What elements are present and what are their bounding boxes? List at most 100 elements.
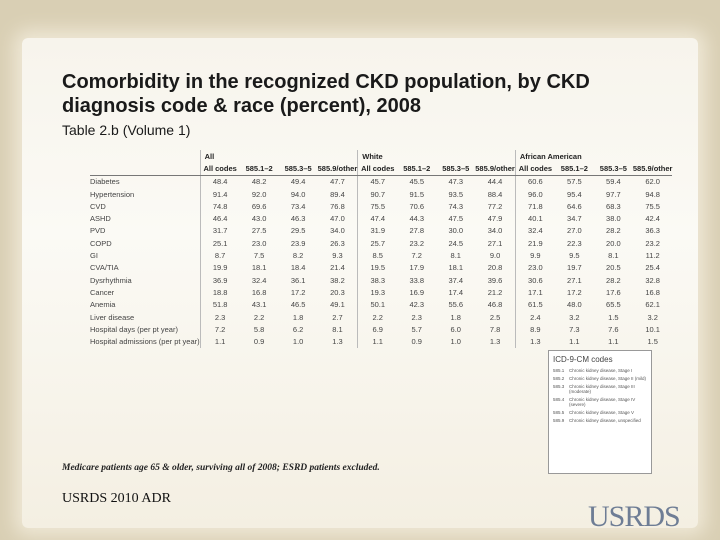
- cell: 27.1: [487, 238, 503, 248]
- cell: 20.3: [330, 287, 345, 297]
- cell: 88.4: [487, 189, 503, 199]
- cell: 7.3: [569, 324, 580, 334]
- title: Comorbidity in the recognized CKD popula…: [62, 71, 590, 117]
- cell: 21.4: [330, 263, 345, 273]
- column-header: 585.9/other: [632, 162, 673, 176]
- cell: 40.1: [514, 212, 555, 225]
- cell: 16.8: [645, 287, 660, 297]
- cell: 46.8: [487, 300, 503, 310]
- legend-code: 585.4: [553, 397, 565, 402]
- cell: 47.5: [448, 214, 464, 224]
- legend-code: 585.3: [553, 384, 565, 389]
- legend-text: Chronic kidney disease, Stage II (mild): [569, 376, 647, 381]
- cell: 28.2: [606, 226, 621, 236]
- column-header: All codes: [514, 162, 555, 176]
- cell: 64.6: [567, 201, 582, 211]
- cell: 25.4: [645, 263, 660, 273]
- cell: 19.9: [199, 261, 240, 274]
- footer: USRDS 2010 ADR: [62, 491, 171, 506]
- cell: 8.1: [450, 251, 461, 261]
- cell: 9.0: [489, 251, 501, 261]
- cell: 26.3: [330, 238, 345, 248]
- cell: 1.0: [292, 337, 304, 347]
- cell: 48.0: [567, 300, 582, 310]
- table: All White African American All codes 585.1–2…: [90, 150, 673, 348]
- cell: 36.1: [290, 275, 306, 285]
- cell: 23.2: [409, 238, 425, 248]
- group-header-row: All White African American: [90, 150, 673, 163]
- cell: 23.0: [251, 238, 267, 248]
- cell: 5.8: [253, 324, 265, 334]
- table-row: Diabetes 48.4 48.2 49.4 47.7 45.7 45.5 47.3 44.4…: [90, 175, 672, 188]
- column-header: 585.9/other: [475, 162, 516, 176]
- cell: 61.5: [514, 298, 555, 311]
- cell: 91.5: [409, 189, 425, 199]
- row-label: Liver disease: [90, 312, 135, 322]
- cell: 1.0: [450, 337, 461, 347]
- cell: 34.0: [487, 226, 503, 236]
- cell: 0.9: [411, 337, 422, 347]
- cell: 11.2: [645, 251, 660, 261]
- cell: 74.8: [199, 200, 240, 213]
- cell: 1.8: [292, 312, 304, 322]
- cell: 44.4: [487, 177, 503, 187]
- table-row: CVD 74.8 69.6 73.4 76.8 75.5 70.6 74.3 77.2 71.8 6…: [90, 200, 672, 213]
- cell: 77.2: [487, 201, 503, 211]
- cell: 18.1: [251, 263, 267, 273]
- cell: 2.7: [332, 312, 343, 322]
- legend-item: 585.1 Chronic kidney disease, Stage I: [553, 368, 647, 373]
- cell: 7.5: [253, 251, 265, 261]
- cell: 21.9: [514, 237, 555, 250]
- cell: 2.3: [199, 310, 240, 324]
- cell: 18.8: [199, 286, 240, 299]
- column-header: All codes: [199, 162, 240, 176]
- column-header: 585.3–5: [278, 162, 318, 176]
- header-cell: [90, 162, 201, 176]
- cell: 60.6: [514, 175, 555, 188]
- cell: 47.9: [487, 214, 503, 224]
- row-label: CVA/TIA: [90, 263, 119, 273]
- cell: 19.5: [357, 261, 398, 274]
- cell: 31.9: [357, 224, 398, 238]
- cell: 73.4: [290, 201, 306, 211]
- column-header: 585.1–2: [239, 162, 279, 176]
- cell: 31.7: [199, 224, 240, 238]
- cell: 95.4: [567, 189, 582, 199]
- cell: 7.6: [608, 324, 619, 334]
- table-row: PVD 31.7 27.5 29.5 34.0 31.9 27.8 30.0 34.0 32.4 2…: [90, 224, 672, 238]
- cell: 8.9: [514, 323, 555, 336]
- cell: 2.3: [411, 312, 422, 322]
- cell: 20.0: [606, 238, 621, 248]
- cell: 32.8: [645, 275, 660, 285]
- cell: 29.5: [290, 226, 306, 236]
- header-cell: [90, 150, 200, 162]
- cell: 8.2: [292, 251, 304, 261]
- cell: 2.2: [357, 310, 398, 324]
- cell: 10.1: [645, 324, 660, 334]
- cell: 48.2: [251, 177, 267, 187]
- cell: 62.1: [645, 300, 660, 310]
- cell: 43.0: [251, 214, 267, 224]
- cell: 90.7: [357, 187, 398, 201]
- cell: 42.3: [409, 300, 425, 310]
- cell: 30.0: [448, 226, 464, 236]
- legend-text: Chronic kidney disease, Stage V: [569, 410, 635, 415]
- cell: 28.2: [606, 275, 621, 285]
- column-header: 585.3–5: [436, 162, 476, 176]
- cell: 51.8: [199, 298, 240, 311]
- cell: 5.7: [411, 324, 422, 334]
- cell: 48.4: [199, 175, 240, 188]
- group-header: White: [357, 150, 516, 163]
- cell: 47.3: [448, 177, 464, 187]
- cell: 92.0: [251, 189, 267, 199]
- cell: 1.1: [199, 335, 240, 348]
- cell: 23.9: [290, 238, 306, 248]
- cell: 2.2: [253, 312, 265, 322]
- legend-text: Chronic kidney disease, Stage I: [569, 368, 633, 373]
- cell: 97.7: [606, 189, 621, 199]
- row-label: Hypertension: [90, 189, 135, 199]
- table-row: Anemia 51.8 43.1 46.5 49.1 50.1 42.3 55.6 46.8 61…: [90, 298, 672, 311]
- cell: 75.5: [645, 201, 660, 211]
- table-row: ASHD 46.4 43.0 46.3 47.0 47.4 44.3 47.5 47.9 40.1…: [90, 212, 672, 225]
